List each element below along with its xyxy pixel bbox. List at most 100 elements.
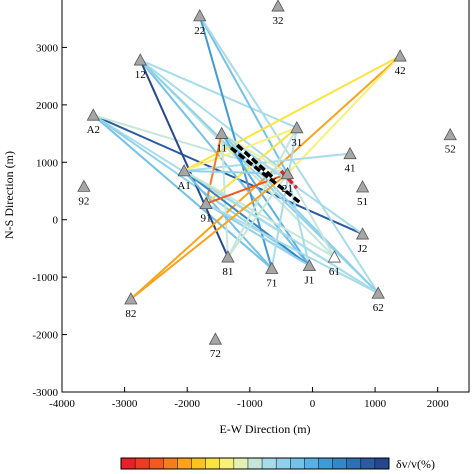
y-tick-label: -1000 bbox=[32, 272, 58, 284]
x-tick-label: 1000 bbox=[364, 398, 387, 410]
colorbar-swatch bbox=[135, 458, 150, 469]
station-label-51: 51 bbox=[357, 196, 368, 208]
colorbar-swatch bbox=[121, 458, 136, 469]
x-tick-label: -3000 bbox=[112, 398, 138, 410]
station-marker-51 bbox=[355, 180, 370, 193]
station-marker-62 bbox=[371, 286, 385, 299]
station-label-91: 91 bbox=[201, 213, 212, 225]
station-label-J2: J2 bbox=[358, 243, 368, 255]
station-label-21: 21 bbox=[282, 183, 293, 195]
colorbar bbox=[120, 457, 390, 470]
ray-path-42-A1 bbox=[183, 55, 402, 172]
colorbar-swatch bbox=[247, 458, 263, 469]
ray-path-J1-21 bbox=[286, 172, 311, 267]
station-label-22: 22 bbox=[194, 25, 205, 37]
station-label-82: 82 bbox=[125, 308, 136, 320]
station-marker-72 bbox=[208, 332, 223, 345]
center-line-0 bbox=[229, 146, 302, 204]
station-label-72: 72 bbox=[210, 348, 221, 360]
x-ticks: -4000 -3000 -2000 -1000 0 1000 2000 bbox=[49, 387, 449, 410]
y-tick-label: 3000 bbox=[36, 42, 59, 54]
station-marker-32 bbox=[271, 0, 285, 12]
colorbar-swatch bbox=[205, 458, 221, 469]
station-label-12: 12 bbox=[135, 69, 146, 81]
station-label-A1: A1 bbox=[177, 180, 190, 192]
ray-path-91-62 bbox=[205, 202, 380, 295]
colorbar-swatch bbox=[290, 458, 305, 469]
station-marker-A2 bbox=[86, 108, 100, 121]
ray-path-11-91 bbox=[205, 132, 223, 205]
colorbar-swatch bbox=[233, 458, 249, 469]
ray-path-12-62 bbox=[139, 59, 380, 295]
station-marker-41 bbox=[343, 146, 357, 160]
station-marker-31 bbox=[290, 120, 304, 134]
ray-path-A2-71 bbox=[92, 114, 273, 270]
station-marker-J1 bbox=[302, 258, 317, 272]
ray-path-12-31 bbox=[139, 59, 298, 129]
y-tick-label: 1000 bbox=[36, 157, 59, 169]
station-label-92: 92 bbox=[78, 195, 89, 207]
station-label-52: 52 bbox=[445, 144, 456, 156]
x-tick-label: -4000 bbox=[49, 398, 75, 410]
colorbar-swatch bbox=[304, 458, 319, 469]
colorbar-swatch bbox=[332, 458, 347, 469]
ray-path-42-21 bbox=[286, 55, 402, 175]
colorbar-swatch bbox=[163, 458, 178, 469]
colorbar-swatch bbox=[219, 458, 235, 469]
center-line-1 bbox=[236, 143, 277, 181]
x-tick-label: -1000 bbox=[237, 398, 263, 410]
ray-path-A1-J1 bbox=[183, 169, 311, 267]
x-tick-label: 2000 bbox=[427, 398, 450, 410]
station-label-62: 62 bbox=[373, 302, 384, 314]
station-label-32: 32 bbox=[273, 15, 284, 27]
station-marker-12 bbox=[133, 53, 147, 66]
ray-path-71-31 bbox=[270, 126, 298, 270]
x-tick-label: 0 bbox=[310, 398, 316, 410]
colorbar-swatch bbox=[262, 458, 277, 469]
ray-path-91-21 bbox=[205, 172, 289, 205]
plot-frame bbox=[61, 0, 470, 393]
ray-path-12-21 bbox=[139, 59, 289, 175]
colorbar-swatch bbox=[149, 458, 164, 469]
y-tick-label: -2000 bbox=[32, 330, 58, 342]
station-label-41: 41 bbox=[345, 163, 356, 175]
station-marker-71 bbox=[265, 261, 279, 274]
stations: 22 32 12 42 A2 31 11 52 41 21 A1 92 51 91 J2 81 61 71 J1 62… bbox=[77, 0, 457, 360]
station-marker-A1 bbox=[177, 164, 191, 177]
ray-path-81-31 bbox=[226, 126, 298, 259]
station-marker-91 bbox=[199, 196, 213, 210]
station-marker-21 bbox=[280, 166, 295, 180]
ray-path-11-J1 bbox=[220, 132, 311, 267]
y-axis-title: N-S Direction (m) bbox=[2, 151, 16, 239]
y-ticks: -3000 -2000 -1000 0 1000 2000 3000 bbox=[32, 42, 67, 399]
colorbar-label: δv/v(%) bbox=[396, 457, 435, 471]
ray-path-91-J1 bbox=[205, 202, 311, 267]
station-label-11: 11 bbox=[216, 143, 227, 155]
colorbar-swatch bbox=[318, 458, 333, 469]
ray-path-A2-21 bbox=[92, 114, 289, 175]
station-marker-11 bbox=[214, 126, 229, 139]
station-label-81: 81 bbox=[222, 266, 233, 278]
station-label-61: 61 bbox=[329, 266, 340, 278]
station-marker-22 bbox=[193, 9, 207, 22]
x-tick-label: -2000 bbox=[174, 398, 200, 410]
colorbar-swatch bbox=[177, 458, 192, 469]
station-label-J1: J1 bbox=[304, 275, 314, 287]
station-marker-81 bbox=[221, 250, 235, 263]
station-marker-92 bbox=[77, 179, 91, 192]
station-label-71: 71 bbox=[266, 278, 277, 290]
x-axis-title: E-W Direction (m) bbox=[219, 422, 310, 436]
colorbar-frame bbox=[120, 457, 390, 470]
ray-path-81-21 bbox=[226, 172, 289, 259]
ray-path-A1-62 bbox=[183, 169, 380, 295]
station-label-42: 42 bbox=[395, 65, 406, 77]
colorbar-swatch bbox=[346, 458, 362, 469]
y-tick-label: 0 bbox=[53, 215, 59, 227]
station-marker-52 bbox=[443, 127, 457, 141]
colorbar-swatch bbox=[360, 458, 376, 469]
station-marker-82 bbox=[124, 292, 138, 305]
ray-path-A1-71 bbox=[183, 169, 273, 270]
station-label-A2: A2 bbox=[87, 124, 100, 136]
y-tick-label: -3000 bbox=[32, 387, 58, 399]
